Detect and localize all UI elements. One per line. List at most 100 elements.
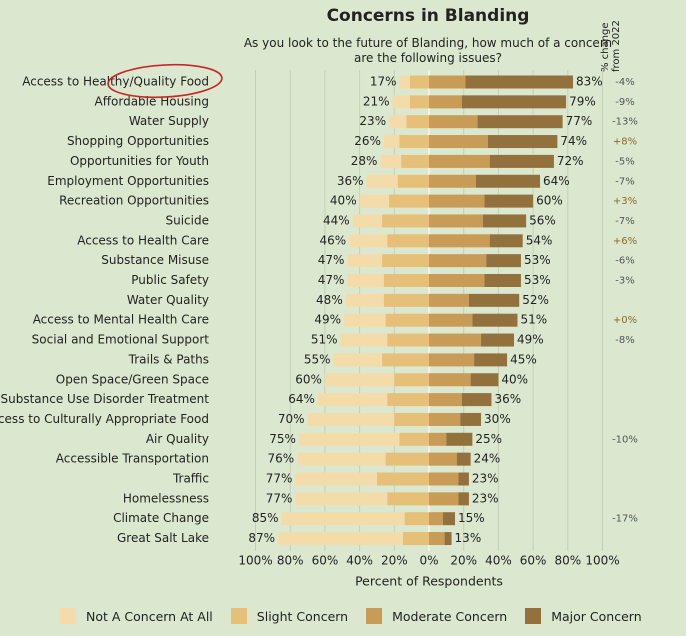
left-total-label: 17% [370, 75, 397, 89]
change-value: -3% [615, 276, 634, 287]
right-total-label: 40% [501, 372, 528, 386]
bar-moderate-concern [429, 412, 461, 426]
bar-not-concern [389, 115, 407, 129]
bar-slight-concern [404, 512, 429, 526]
diverging-bar-chart: 100% 80% 60% 40% 20% 0% 20% 40% 60% 80% 100% Percen… [0, 63, 638, 589]
left-total-label: 48% [316, 293, 343, 307]
left-total-label: 47% [318, 273, 345, 287]
x-tick-label: 40% [346, 554, 373, 568]
bar-slight-concern [385, 313, 429, 327]
category-label: Trails & Paths [128, 352, 209, 366]
bar-major-concern [484, 274, 521, 287]
legend-swatch-moderate-concern [366, 608, 383, 624]
category-label: Access to Health Care [77, 233, 209, 247]
right-total-label: 77% [566, 114, 593, 128]
change-value: -5% [615, 156, 634, 167]
bar-slight-concern [387, 492, 429, 506]
bar-major-concern [468, 293, 520, 307]
chart-subtitle-line2: are the following issues? [354, 51, 502, 65]
bar-major-concern [487, 135, 558, 149]
change-value: -6% [615, 256, 634, 267]
bar-not-concern [298, 432, 400, 446]
bar-moderate-concern [429, 274, 485, 287]
bar-moderate-concern [429, 234, 490, 248]
right-total-label: 52% [522, 293, 549, 307]
bar-slight-concern [383, 293, 429, 307]
bar-slight-concern [389, 194, 429, 208]
bar-major-concern [472, 313, 518, 327]
bar-moderate-concern [429, 174, 476, 188]
bar-moderate-concern [429, 532, 445, 546]
bar-slight-concern [376, 472, 429, 486]
bar-slight-concern [387, 333, 429, 347]
bar-moderate-concern [429, 472, 459, 486]
change-value: +3% [613, 196, 637, 207]
bar-moderate-concern [429, 492, 459, 506]
bar-not-concern [324, 373, 395, 387]
bar-moderate-concern [429, 293, 469, 307]
right-total-label: 23% [472, 472, 499, 486]
category-label: Water Quality [127, 293, 209, 307]
bar-not-concern [352, 214, 383, 228]
x-tick-label: 20% [381, 554, 408, 568]
bar-not-concern [295, 472, 377, 486]
bar-moderate-concern [429, 254, 487, 268]
bar-moderate-concern [429, 214, 483, 228]
category-label: Recreation Opportunities [59, 194, 209, 208]
legend-swatch-major-concern [525, 608, 542, 624]
bar-not-concern [317, 393, 388, 407]
category-label: Access to Culturally Appropriate Food [0, 412, 209, 426]
right-total-label: 45% [510, 352, 537, 366]
bar-not-concern [278, 532, 403, 546]
category-label: Traffic [172, 472, 209, 486]
right-total-label: 53% [524, 273, 551, 287]
bar-not-concern [333, 353, 383, 367]
bar-major-concern [486, 254, 521, 268]
right-total-label: 49% [517, 333, 544, 347]
x-tick-label: 60% [312, 554, 339, 568]
x-tick-label: 80% [277, 554, 304, 568]
left-total-label: 77% [266, 491, 293, 505]
legend-label-not-concern: Not A Concern At All [86, 608, 213, 624]
bar-major-concern [474, 353, 508, 367]
legend-label-slight-concern: Slight Concern [256, 608, 349, 624]
category-label: Access to Mental Health Care [33, 313, 209, 327]
bar-major-concern [458, 492, 469, 506]
right-total-label: 72% [557, 154, 584, 168]
bar-major-concern [475, 174, 541, 188]
category-label: Water Supply [129, 114, 209, 128]
bar-slight-concern [409, 95, 429, 109]
legend-item-moderate-concern: Moderate Concern [366, 608, 507, 624]
bar-moderate-concern [429, 154, 490, 168]
right-total-label: 51% [520, 313, 547, 327]
right-total-label: 23% [472, 491, 499, 505]
left-total-label: 75% [269, 432, 296, 446]
left-total-label: 77% [266, 472, 293, 486]
bar-slight-concern [397, 174, 429, 188]
legend-label-major-concern: Major Concern [551, 608, 642, 624]
left-total-label: 47% [318, 253, 345, 267]
bar-moderate-concern [429, 353, 475, 367]
left-total-label: 23% [359, 114, 386, 128]
bar-moderate-concern [429, 115, 478, 129]
bar-major-concern [461, 393, 492, 407]
bar-not-concern [366, 174, 398, 188]
highlight-circle [107, 63, 223, 99]
bar-slight-concern [385, 452, 429, 466]
left-total-label: 85% [252, 511, 279, 525]
right-total-label: 25% [475, 432, 502, 446]
legend-item-major-concern: Major Concern [525, 608, 642, 624]
bar-moderate-concern [429, 452, 457, 466]
bar-moderate-concern [429, 512, 443, 526]
left-total-label: 51% [311, 333, 338, 347]
category-label: Employment Opportunities [47, 174, 209, 188]
left-total-label: 49% [314, 313, 341, 327]
category-label: Open Space/Green Space [56, 372, 209, 386]
left-total-label: 70% [278, 412, 305, 426]
bar-slight-concern [399, 432, 429, 446]
bar-not-concern [349, 234, 388, 248]
left-total-label: 64% [288, 392, 315, 406]
bar-major-concern [442, 512, 456, 526]
bar-not-concern [347, 254, 383, 268]
left-total-label: 26% [354, 134, 381, 148]
